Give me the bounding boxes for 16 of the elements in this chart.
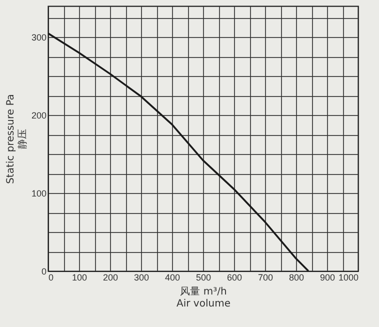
x-tick-label: 800 [288, 272, 304, 282]
x-tick-label: 900 [320, 272, 336, 282]
x-tick-label: 1000 [338, 272, 358, 282]
x-tick-label: 100 [72, 272, 88, 282]
x-tick-label: 0 [48, 272, 54, 282]
y-tick-label: 200 [31, 110, 46, 121]
x-tick-label: 200 [102, 272, 118, 282]
x-tick-label: 600 [226, 272, 242, 282]
x-axis-title: 风量 m³/h Air volume [176, 286, 230, 310]
x-tick-label: 400 [164, 272, 180, 282]
y-axis-title: Static pressure Pa 静压 [5, 94, 28, 184]
x-tick-label: 300 [134, 272, 150, 282]
y-tick-label: 100 [31, 188, 46, 199]
x-tick-label: 500 [196, 272, 212, 282]
x-tick-label: 700 [258, 272, 274, 282]
y-tick-label: 300 [31, 32, 46, 43]
